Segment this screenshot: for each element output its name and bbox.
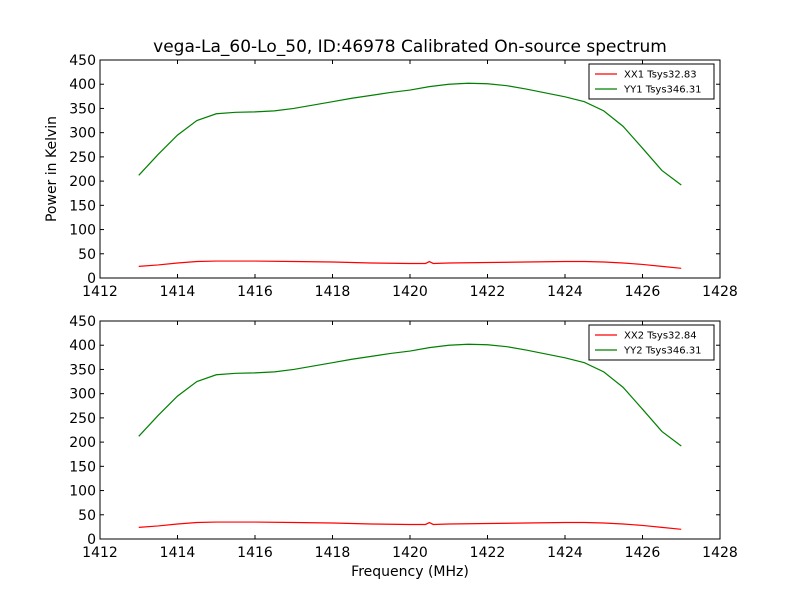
chart-title: vega-La_60-Lo_50, ID:46978 Calibrated On… [153, 37, 667, 57]
y-tick-label: 150 [69, 198, 96, 214]
y-tick-label: 350 [69, 101, 96, 117]
y-tick-label: 200 [69, 174, 96, 190]
y-tick-label: 350 [69, 362, 96, 378]
legend-label: YY2 Tsys346.31 [623, 346, 702, 357]
y-tick-label: 250 [69, 150, 96, 166]
subplot-top: vega-La_60-Lo_50, ID:46978 Calibrated On… [44, 37, 738, 300]
x-tick-label: 1412 [82, 545, 118, 561]
x-tick-label: 1428 [702, 545, 738, 561]
legend: XX1 Tsys32.83 YY1 Tsys346.31 [588, 63, 715, 100]
x-axis-label: Frequency (MHz) [351, 564, 469, 580]
subplot-bottom: Frequency (MHz) 1412 1414 1416 1418 1420 1422… [69, 314, 738, 580]
x-tick-label: 1418 [315, 545, 351, 561]
x-tick-label: 1424 [547, 545, 583, 561]
plot-area-bottom: 1412 1414 1416 1418 1420 1422 1424 1426 1428 0 50 1… [69, 314, 738, 561]
x-tick-label: 1412 [82, 284, 118, 300]
series-line-yy [138, 82, 682, 186]
x-tick-label: 1414 [160, 545, 196, 561]
y-axis-label: Power in Kelvin [44, 116, 60, 222]
legend-box [588, 63, 715, 100]
y-tick-label: 400 [69, 338, 96, 354]
x-tick-label: 1422 [470, 284, 506, 300]
x-tick-label: 1414 [160, 284, 196, 300]
y-tick-label: 250 [69, 411, 96, 427]
y-tick-label: 100 [69, 223, 96, 239]
y-tick-label: 450 [69, 53, 96, 69]
x-tick-label: 1416 [237, 545, 273, 561]
series-line-xx [138, 260, 682, 269]
x-tick-label: 1426 [625, 284, 661, 300]
x-tick-label: 1426 [625, 545, 661, 561]
y-tick-label: 450 [69, 314, 96, 330]
legend-label: YY1 Tsys346.31 [623, 85, 702, 96]
y-tick-label: 50 [78, 247, 96, 263]
y-tick-label: 200 [69, 435, 96, 451]
y-tick-label: 50 [78, 508, 96, 524]
y-tick-label: 0 [87, 271, 96, 287]
legend: XX2 Tsys32.84 YY2 Tsys346.31 [588, 324, 715, 361]
series-line-yy [138, 343, 682, 447]
x-tick-label: 1424 [547, 284, 583, 300]
legend-label: XX2 Tsys32.84 [624, 331, 697, 342]
x-tick-label: 1416 [237, 284, 273, 300]
y-tick-label: 300 [69, 126, 96, 142]
y-tick-label: 400 [69, 77, 96, 93]
plot-area-top: 1412 1414 1416 1418 1420 1422 1424 1426 1428 0 50 1… [69, 53, 738, 300]
y-tick-label: 300 [69, 387, 96, 403]
y-tick-label: 100 [69, 484, 96, 500]
x-tick-label: 1418 [315, 284, 351, 300]
legend-box [588, 324, 715, 361]
x-tick-label: 1420 [392, 284, 428, 300]
y-tick-label: 0 [87, 532, 96, 548]
x-tick-label: 1428 [702, 284, 738, 300]
legend-label: XX1 Tsys32.83 [624, 70, 697, 81]
series-line-xx [138, 521, 682, 530]
x-tick-label: 1420 [392, 545, 428, 561]
y-tick-label: 150 [69, 459, 96, 475]
x-tick-label: 1422 [470, 545, 506, 561]
